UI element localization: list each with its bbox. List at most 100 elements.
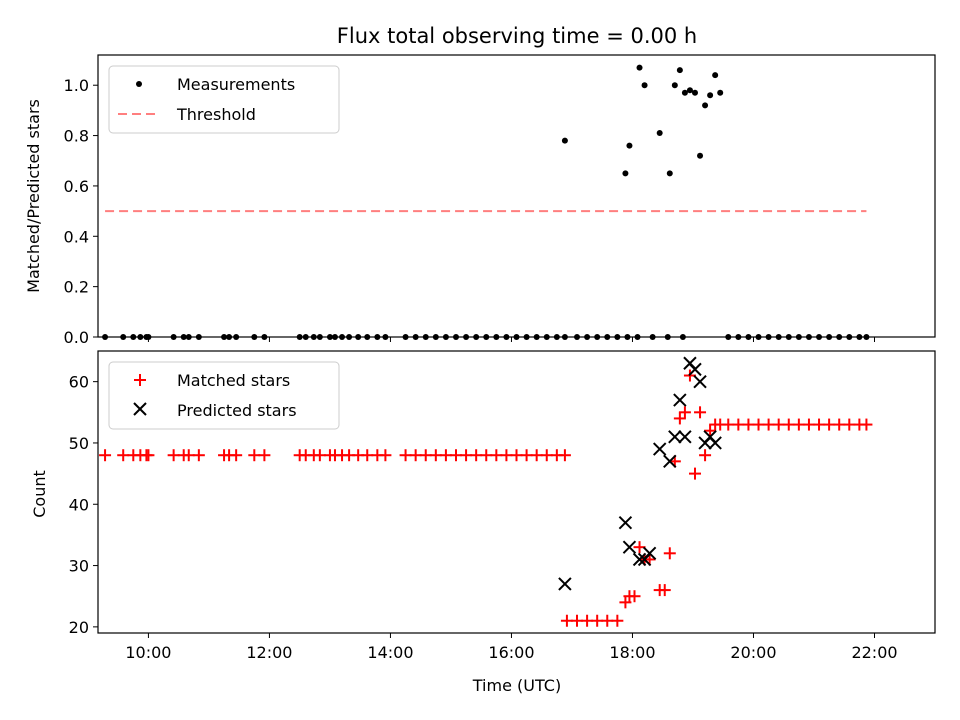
legend-matched-marker (134, 374, 146, 386)
measurement-point (533, 334, 540, 340)
matched-stars-point (833, 418, 846, 431)
matched-stars-point (699, 449, 712, 462)
matched-stars-point (117, 449, 130, 462)
measurement-point (561, 334, 568, 340)
measurement-point (836, 334, 843, 340)
predicted-stars-point (663, 454, 677, 469)
measurement-point (676, 67, 683, 74)
top-subplot: 0.0 0.2 0.4 0.6 0.8 1.0 Matched/Predicted sta… (24, 54, 936, 347)
matched-stars-point (258, 449, 271, 462)
matched-stars-point (591, 614, 604, 627)
measurement-point (543, 334, 550, 340)
matched-stars-point (313, 449, 326, 462)
measurement-point (316, 334, 323, 340)
measurement-point (826, 334, 833, 340)
measurement-point (185, 334, 192, 340)
measurement-point (296, 334, 303, 340)
measurement-point (339, 334, 346, 340)
bottom-y-axis: 20 30 40 50 60 (69, 373, 98, 637)
measurement-point (664, 334, 671, 340)
measurement-point (735, 334, 742, 340)
matched-stars-point (419, 449, 432, 462)
bottom-y-axis-label: Count (30, 470, 49, 518)
predicted-stars-point (652, 442, 667, 456)
measurement-point (594, 334, 601, 340)
measurement-point (634, 334, 641, 340)
matched-stars-point (167, 449, 180, 462)
measurement-point (130, 334, 137, 340)
measurement-point (624, 334, 631, 340)
x-tick-label: 16:00 (488, 643, 534, 662)
measurement-point (561, 137, 568, 144)
matched-stars-point (678, 406, 691, 419)
measurement-point (846, 334, 853, 340)
top-y-axis: 0.0 0.2 0.4 0.6 0.8 1.0 (64, 76, 98, 347)
measurement-point (702, 102, 709, 109)
measurement-point (402, 334, 409, 340)
matched-stars-point (530, 449, 543, 462)
predicted-stars-point (688, 362, 702, 377)
measurement-point (422, 334, 429, 340)
measurement-point (364, 334, 371, 340)
measurement-point (493, 334, 500, 340)
matched-stars-point (772, 418, 785, 431)
measurement-point (442, 334, 449, 340)
measurement-point (863, 334, 870, 340)
measurement-point (102, 334, 109, 340)
matched-stars-point (802, 418, 815, 431)
measurement-point (717, 89, 724, 96)
top-y-tick-label: 0.8 (64, 127, 89, 146)
matched-stars-point (230, 449, 243, 462)
measurement-point (120, 334, 127, 340)
matched-stars-point (762, 418, 775, 431)
matched-stars-point (558, 449, 571, 462)
chart-title: Flux total observing time = 0.00 h (337, 24, 697, 48)
measurement-point (755, 334, 762, 340)
matched-stars-point (823, 418, 836, 431)
matched-stars-point (439, 449, 452, 462)
legend-predicted-label: Predicted stars (177, 401, 297, 420)
matched-stars-point (742, 418, 755, 431)
measurement-point (656, 130, 663, 137)
measurement-point (614, 334, 621, 340)
measurement-point (432, 334, 439, 340)
matched-stars-point (540, 449, 553, 462)
bottom-y-tick-label: 50 (69, 434, 89, 453)
measurement-point (816, 334, 823, 340)
matched-stars-point (192, 449, 205, 462)
measurement-point (649, 334, 656, 340)
measurement-point (412, 334, 419, 340)
matched-stars-point (480, 449, 493, 462)
matched-stars-point (601, 614, 614, 627)
matched-stars-point (490, 449, 503, 462)
top-y-tick-label: 0.4 (64, 227, 89, 246)
matched-stars-point (619, 596, 632, 609)
measurement-point (233, 334, 240, 340)
x-tick-label: 14:00 (367, 643, 413, 662)
matched-stars-point (248, 449, 261, 462)
measurement-point (226, 334, 233, 340)
predicted-stars-point (642, 546, 657, 561)
matched-stars-point (409, 449, 422, 462)
x-axis-label: Time (UTC) (472, 676, 561, 695)
matched-stars-point (429, 449, 442, 462)
measurement-point (707, 92, 714, 99)
measurement-point (473, 334, 480, 340)
predicted-stars-point (693, 374, 707, 389)
measurement-point (251, 334, 258, 340)
x-tick-label: 22:00 (851, 643, 897, 662)
top-legend: Measurements Threshold (108, 65, 340, 134)
x-tick-label: 12:00 (246, 643, 292, 662)
measurement-point (626, 142, 633, 149)
matched-stars-point (704, 424, 717, 437)
measurement-point (382, 334, 389, 340)
matched-stars-point (782, 418, 795, 431)
measurement-point (725, 334, 732, 340)
matched-stars-point (520, 449, 533, 462)
measurement-point (331, 334, 338, 340)
matched-stars-point (99, 449, 112, 462)
matched-stars-point (633, 541, 646, 554)
matched-stars-point (752, 418, 765, 431)
matched-stars-point (460, 449, 473, 462)
matched-stars-point (663, 547, 676, 560)
